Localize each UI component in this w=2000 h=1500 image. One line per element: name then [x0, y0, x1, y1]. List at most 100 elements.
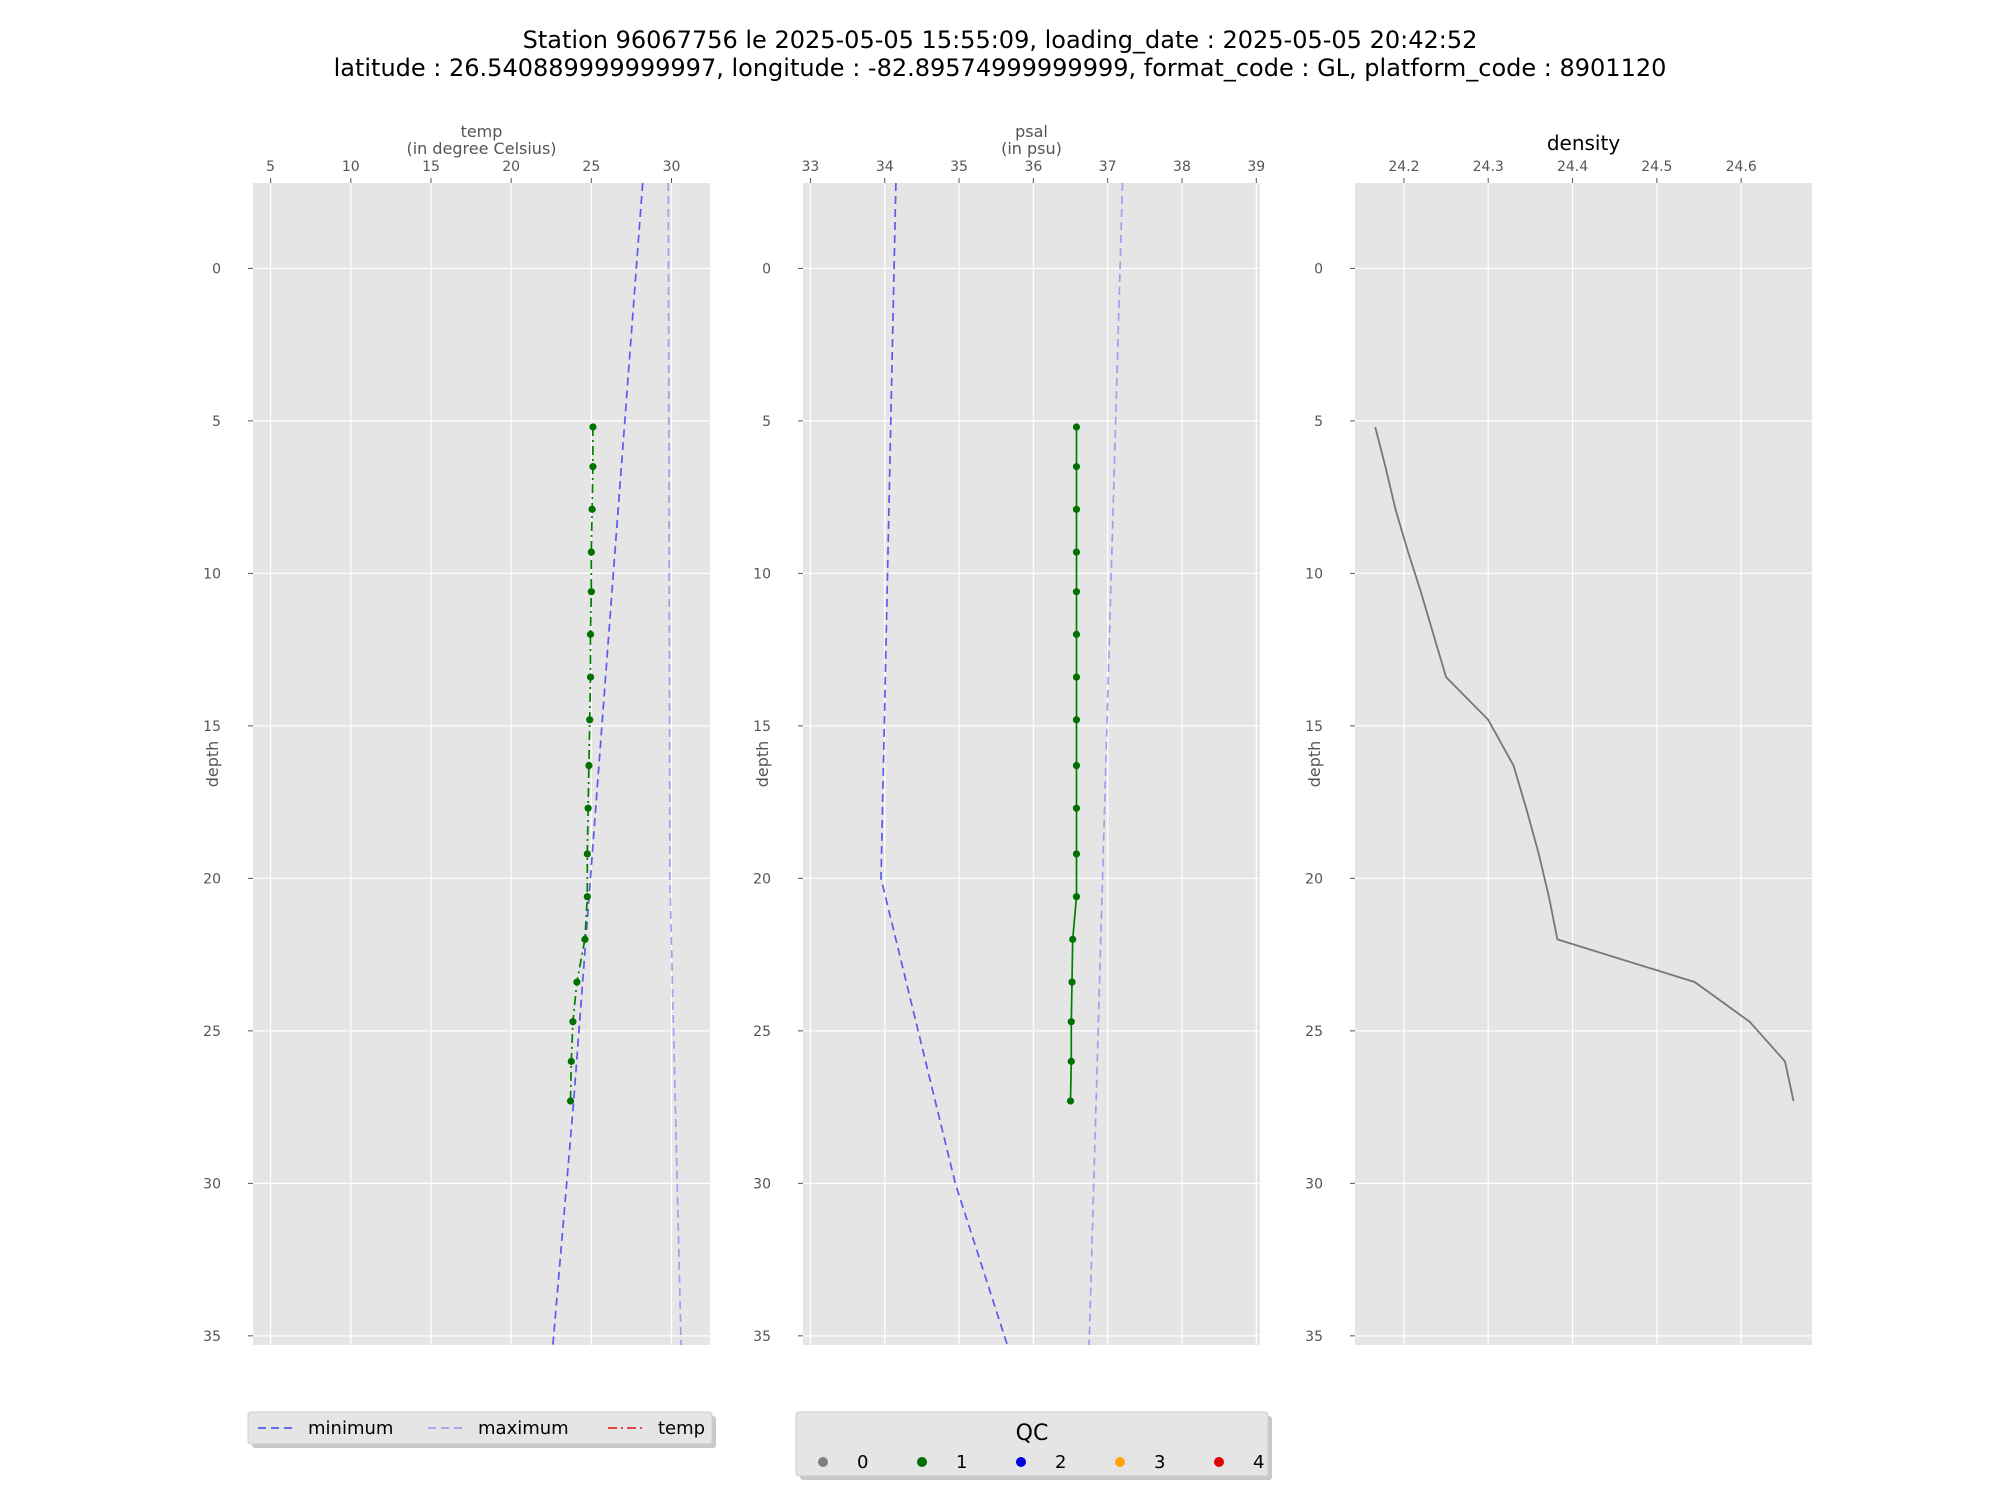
y-tick-label: 20 — [753, 871, 771, 887]
data-point-psal — [1072, 673, 1081, 681]
x-tick-label: 37 — [1099, 159, 1117, 175]
data-point-temp — [587, 548, 595, 556]
data-point-psal — [1068, 978, 1076, 986]
data-point-temp — [586, 716, 594, 724]
y-tick-label: 0 — [1314, 261, 1323, 277]
y-tick-label: 15 — [203, 719, 221, 735]
x-tick-label: 39 — [1247, 159, 1265, 175]
data-point-temp — [585, 761, 593, 770]
data-point-temp — [589, 423, 597, 431]
series-line-density — [1374, 426, 1795, 1102]
y-axis-label: depth — [753, 741, 772, 788]
data-point-psal — [1066, 1097, 1075, 1105]
y-tick-label: 5 — [762, 414, 771, 430]
data-point-temp — [569, 1018, 577, 1026]
x-tick-label: 38 — [1173, 159, 1191, 175]
x-tick-label: 24.2 — [1388, 159, 1419, 175]
legend-label-temp: temp — [658, 1418, 705, 1439]
data-point-temp — [584, 804, 592, 812]
x-tick-label: 25 — [582, 159, 600, 175]
density-panel: 24.2 24.3 24.4 24.5 24.6 0 5 10 15 20 25 30 35 densit… — [1305, 131, 1812, 1345]
y-tick-label: 30 — [753, 1176, 771, 1192]
data-point-temp — [589, 463, 597, 471]
series-line-maximum — [1088, 183, 1124, 1345]
qc-legend-marker-1 — [917, 1457, 927, 1467]
temp-panel: 5 10 15 20 25 30 0 5 10 15 20 25 30 35 temp(in degree … — [203, 122, 710, 1345]
data-point-psal — [1067, 1057, 1075, 1065]
figure-title-line2: latitude : 26.540889999999997, longitude… — [334, 54, 1667, 82]
qc-legend-marker-0 — [818, 1457, 828, 1467]
y-tick-label: 20 — [203, 871, 221, 887]
qc-legend: QC 0 1 2 3 4 — [795, 1411, 1272, 1480]
qc-legend-label-4: 4 — [1253, 1452, 1264, 1473]
x-tick-label: 24.3 — [1473, 159, 1504, 175]
data-point-temp — [586, 673, 595, 681]
y-tick-label: 30 — [203, 1176, 221, 1192]
data-point-psal — [1072, 850, 1081, 858]
data-point-temp — [588, 505, 596, 513]
x-tick-label: 33 — [802, 159, 820, 175]
x-tick-label: 24.5 — [1641, 159, 1672, 175]
data-point-psal — [1072, 716, 1081, 724]
data-point-psal — [1072, 505, 1081, 513]
data-point-temp — [566, 1097, 575, 1105]
qc-legend-label-3: 3 — [1154, 1452, 1165, 1473]
x-axis-label: temp — [461, 122, 503, 141]
x-tick-label: 35 — [950, 159, 968, 175]
data-point-temp — [587, 588, 595, 596]
figure-title-line1: Station 96067756 le 2025-05-05 15:55:09,… — [523, 26, 1478, 54]
y-tick-label: 0 — [762, 261, 771, 277]
legend-label-maximum: maximum — [478, 1418, 569, 1439]
series-line-maximum — [667, 183, 682, 1345]
x-axis-label-unit: (in degree Celsius) — [406, 139, 556, 158]
data-point-temp — [573, 978, 581, 986]
series-line-minimum — [880, 183, 1009, 1345]
qc-legend-label-0: 0 — [857, 1452, 868, 1473]
qc-legend-title: QC — [1016, 1421, 1049, 1446]
series-group — [1374, 426, 1795, 1102]
x-axis-label: psal — [1015, 122, 1048, 141]
x-tick-label: 15 — [422, 159, 440, 175]
plot-area — [253, 183, 710, 1345]
qc-legend-marker-3 — [1115, 1457, 1125, 1467]
data-point-psal — [1072, 588, 1081, 596]
y-tick-label: 15 — [1305, 719, 1323, 735]
x-tick-label: 24.6 — [1726, 159, 1757, 175]
qc-legend-marker-4 — [1214, 1457, 1224, 1467]
x-axis-label-unit: (in psu) — [1001, 139, 1062, 158]
data-point-psal — [1072, 804, 1081, 812]
y-tick-label: 35 — [753, 1329, 771, 1345]
data-point-psal — [1072, 893, 1081, 901]
psal-panel: 33 34 35 36 37 38 39 0 5 10 15 20 25 30 35 psal(in psu)… — [753, 122, 1265, 1345]
y-axis-label: depth — [203, 741, 222, 788]
data-point-temp — [583, 850, 591, 858]
x-tick-label: 5 — [266, 159, 275, 175]
profile-legend: minimum maximum temp — [247, 1411, 716, 1448]
y-tick-label: 35 — [203, 1329, 221, 1345]
plot-area — [803, 183, 1260, 1345]
data-point-psal — [1072, 630, 1081, 638]
panel-title: density — [1547, 131, 1620, 155]
data-point-psal — [1072, 463, 1081, 471]
series-group — [552, 183, 682, 1345]
y-tick-label: 0 — [212, 261, 221, 277]
x-tick-label: 36 — [1024, 159, 1042, 175]
data-point-temp — [567, 1057, 575, 1065]
y-tick-label: 5 — [212, 414, 221, 430]
y-tick-label: 20 — [1305, 871, 1323, 887]
legend-label-minimum: minimum — [308, 1418, 393, 1439]
qc-legend-label-2: 2 — [1055, 1452, 1066, 1473]
data-point-psal — [1067, 1018, 1075, 1026]
y-axis-label: depth — [1305, 741, 1324, 788]
data-point-temp — [583, 893, 591, 901]
data-point-temp — [586, 630, 595, 638]
y-tick-label: 25 — [203, 1024, 221, 1040]
series-line-minimum — [552, 183, 644, 1345]
y-tick-label: 30 — [1305, 1176, 1323, 1192]
x-tick-label: 30 — [663, 159, 681, 175]
x-tick-label: 34 — [876, 159, 894, 175]
data-point-psal — [1069, 935, 1077, 943]
profile-legend-box — [247, 1411, 713, 1445]
qc-legend-marker-2 — [1016, 1457, 1026, 1467]
